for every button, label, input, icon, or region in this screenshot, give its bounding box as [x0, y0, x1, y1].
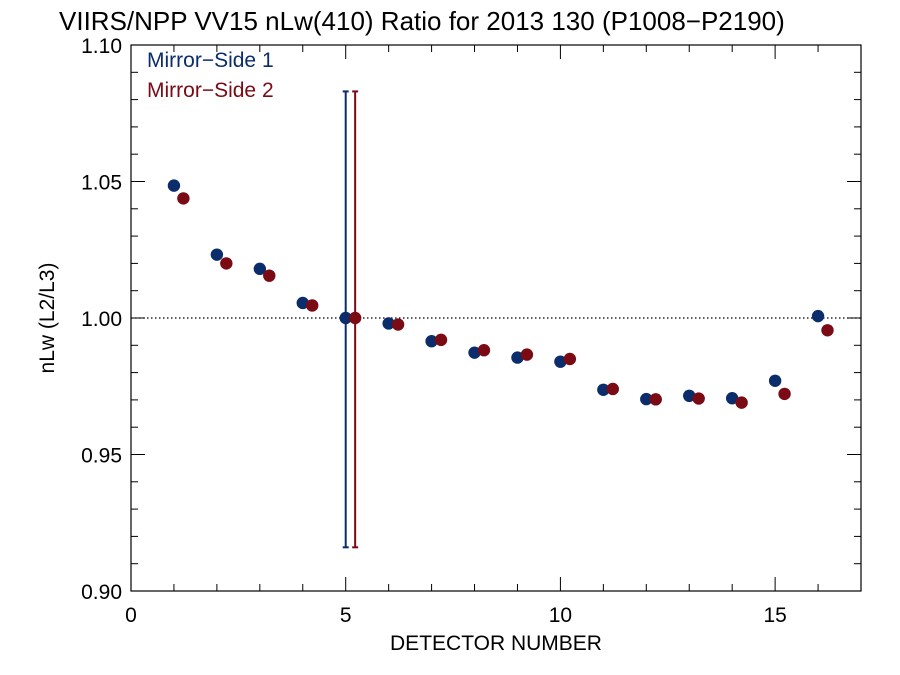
- y-axis-label: nLw (L2/L3): [36, 263, 59, 374]
- y-tick-labels: 0.90 0.95 1.00 1.05 1.10: [81, 35, 122, 604]
- point-series-1-detector-10: [554, 355, 567, 368]
- point-series-2-detector-12: [649, 393, 662, 406]
- point-series-2-detector-9: [520, 348, 534, 361]
- point-series-1-detector-9: [511, 351, 524, 364]
- point-series-2-detector-3: [263, 269, 276, 282]
- point-series-2-detector-2: [220, 257, 233, 270]
- point-series-1-detector-12: [640, 392, 653, 406]
- point-series-2-detector-15: [778, 387, 791, 401]
- y-tick-label: 1.10: [81, 35, 122, 58]
- y-tick-label: 1.00: [81, 308, 122, 331]
- point-series-1-detector-13: [683, 389, 696, 403]
- x-tick-labels: 0 5 10 15: [125, 604, 787, 627]
- y-tick-label: 0.90: [81, 581, 122, 604]
- x-tick-label: 0: [125, 604, 137, 627]
- point-series-2-detector-10: [563, 352, 577, 366]
- point-series-2-detector-8: [477, 344, 491, 357]
- axis-ticks: [130, 44, 862, 592]
- point-series-2-detector-14: [735, 396, 748, 409]
- point-series-2-detector-5: [348, 311, 362, 325]
- legend-entry-mirror-side-1: Mirror−Side 1: [147, 49, 274, 72]
- point-series-1-detector-16: [811, 309, 825, 323]
- data-points: [167, 179, 834, 409]
- point-series-2-detector-6: [391, 318, 405, 331]
- point-series-1-detector-1: [167, 179, 181, 192]
- x-tick-label: 10: [549, 604, 572, 627]
- point-series-1-detector-8: [468, 346, 481, 359]
- y-tick-label: 0.95: [81, 445, 122, 468]
- point-series-2-detector-7: [434, 333, 448, 347]
- x-tick-label: 5: [340, 604, 352, 627]
- point-series-1-detector-2: [210, 248, 224, 261]
- point-series-1-detector-5: [339, 311, 352, 325]
- x-axis-label: DETECTOR NUMBER: [390, 632, 602, 655]
- point-series-1-detector-14: [725, 392, 739, 405]
- chart-title: VIIRS/NPP VV15 nLw(410) Ratio for 2013 1…: [59, 6, 785, 36]
- point-series-2-detector-13: [692, 392, 705, 405]
- legend: Mirror−Side 1 Mirror−Side 2: [147, 49, 274, 102]
- point-series-1-detector-7: [425, 335, 438, 348]
- point-series-1-detector-15: [768, 374, 782, 387]
- x-tick-label: 15: [763, 604, 786, 627]
- point-series-2-detector-1: [177, 192, 190, 205]
- y-tick-label: 1.05: [81, 172, 122, 195]
- point-series-2-detector-11: [606, 382, 619, 396]
- point-series-1-detector-3: [253, 262, 267, 276]
- legend-entry-mirror-side-2: Mirror−Side 2: [147, 79, 274, 102]
- point-series-1-detector-11: [597, 383, 610, 396]
- point-series-1-detector-6: [382, 317, 395, 330]
- point-series-1-detector-4: [296, 296, 309, 310]
- point-series-2-detector-16: [821, 324, 834, 337]
- point-series-2-detector-4: [306, 299, 319, 312]
